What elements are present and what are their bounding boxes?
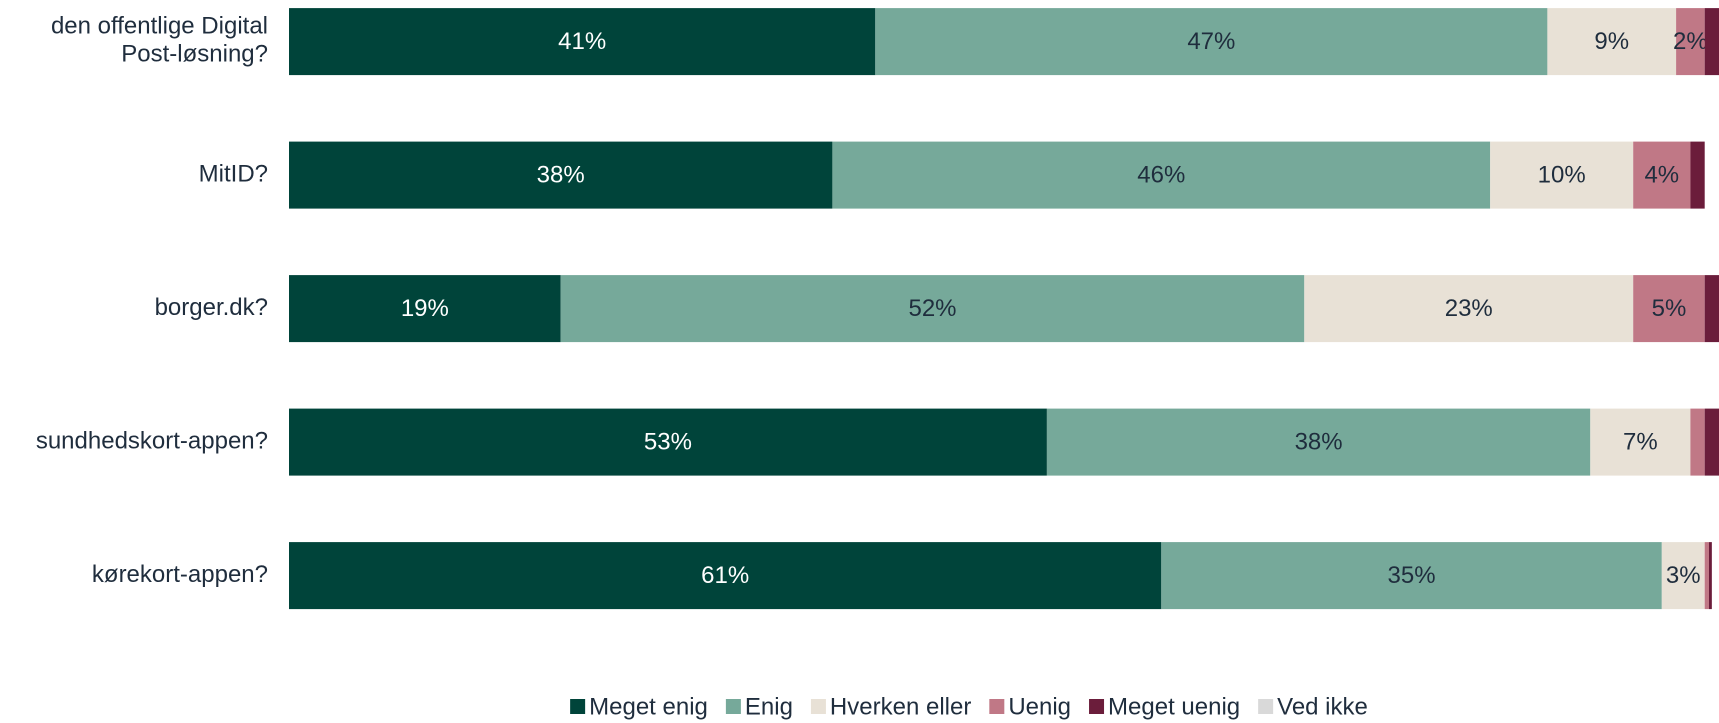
data-label: 23% [1445, 295, 1493, 322]
bar-segment [1676, 8, 1705, 76]
bar-segment [289, 408, 1047, 476]
legend: Meget enig Enig Hverken eller Uenig Meget ue… [570, 693, 1368, 720]
legend-label: Enig [745, 693, 793, 720]
legend-swatch [989, 699, 1005, 714]
category-label: borger.dk? [155, 294, 268, 321]
bar-segment [1046, 408, 1591, 476]
legend-label: Uenig [1008, 693, 1071, 720]
category-label: sundhedskort-appen? [36, 427, 268, 454]
bar-segment [289, 8, 876, 76]
bar-segment [560, 275, 1305, 343]
bar-segment [1690, 408, 1705, 476]
category-label: kørekort-appen? [92, 561, 268, 588]
legend-swatch [1089, 699, 1105, 714]
data-label: 38% [537, 161, 585, 188]
data-label: 61% [701, 562, 749, 589]
bar-segment [1704, 8, 1719, 76]
bar-segment [1704, 542, 1709, 610]
bar-segment [1704, 275, 1719, 343]
bar-segment [289, 542, 1162, 610]
bar-segment [1304, 275, 1634, 343]
bar-segment [1547, 8, 1677, 76]
legend-label: Meget uenig [1108, 693, 1240, 720]
legend-label: Hverken eller [830, 693, 971, 720]
data-label: 4% [1644, 161, 1679, 188]
legend-label: Ved ikke [1277, 693, 1368, 720]
data-label: 19% [401, 295, 449, 322]
legend-swatch [1258, 699, 1274, 714]
legend-label: Meget enig [589, 693, 708, 720]
legend-swatch [725, 699, 741, 714]
data-label: 47% [1187, 28, 1235, 55]
data-label: 3% [1666, 562, 1701, 589]
bar-segment [289, 141, 833, 209]
category-label: MitID? [199, 160, 268, 187]
data-label: 46% [1137, 161, 1185, 188]
bar-segment [832, 141, 1491, 209]
data-label: 41% [558, 28, 606, 55]
bar-segment [1704, 408, 1719, 476]
bar-segment [875, 8, 1548, 76]
legend-swatch [810, 699, 826, 714]
bar-segment [1161, 542, 1662, 610]
data-label: 7% [1623, 428, 1658, 455]
bar-segment [1490, 141, 1634, 209]
data-label: 5% [1652, 295, 1687, 322]
bar-segment [1661, 542, 1705, 610]
data-label: 53% [644, 428, 692, 455]
data-label: 38% [1295, 428, 1343, 455]
bar-segment [1708, 542, 1712, 610]
bar-segment [1690, 141, 1705, 209]
bar-segment [1633, 141, 1691, 209]
bar-segment [1633, 275, 1705, 343]
data-label: 52% [908, 295, 956, 322]
data-label: 9% [1594, 28, 1629, 55]
data-label: 2% [1673, 28, 1708, 55]
data-label: 10% [1538, 161, 1586, 188]
legend-swatch [570, 699, 586, 714]
bar-segment [1590, 408, 1691, 476]
bar-segment [289, 275, 561, 343]
category-label: den offentlige Digital Post-løsning? [51, 13, 268, 68]
data-label: 35% [1388, 562, 1436, 589]
